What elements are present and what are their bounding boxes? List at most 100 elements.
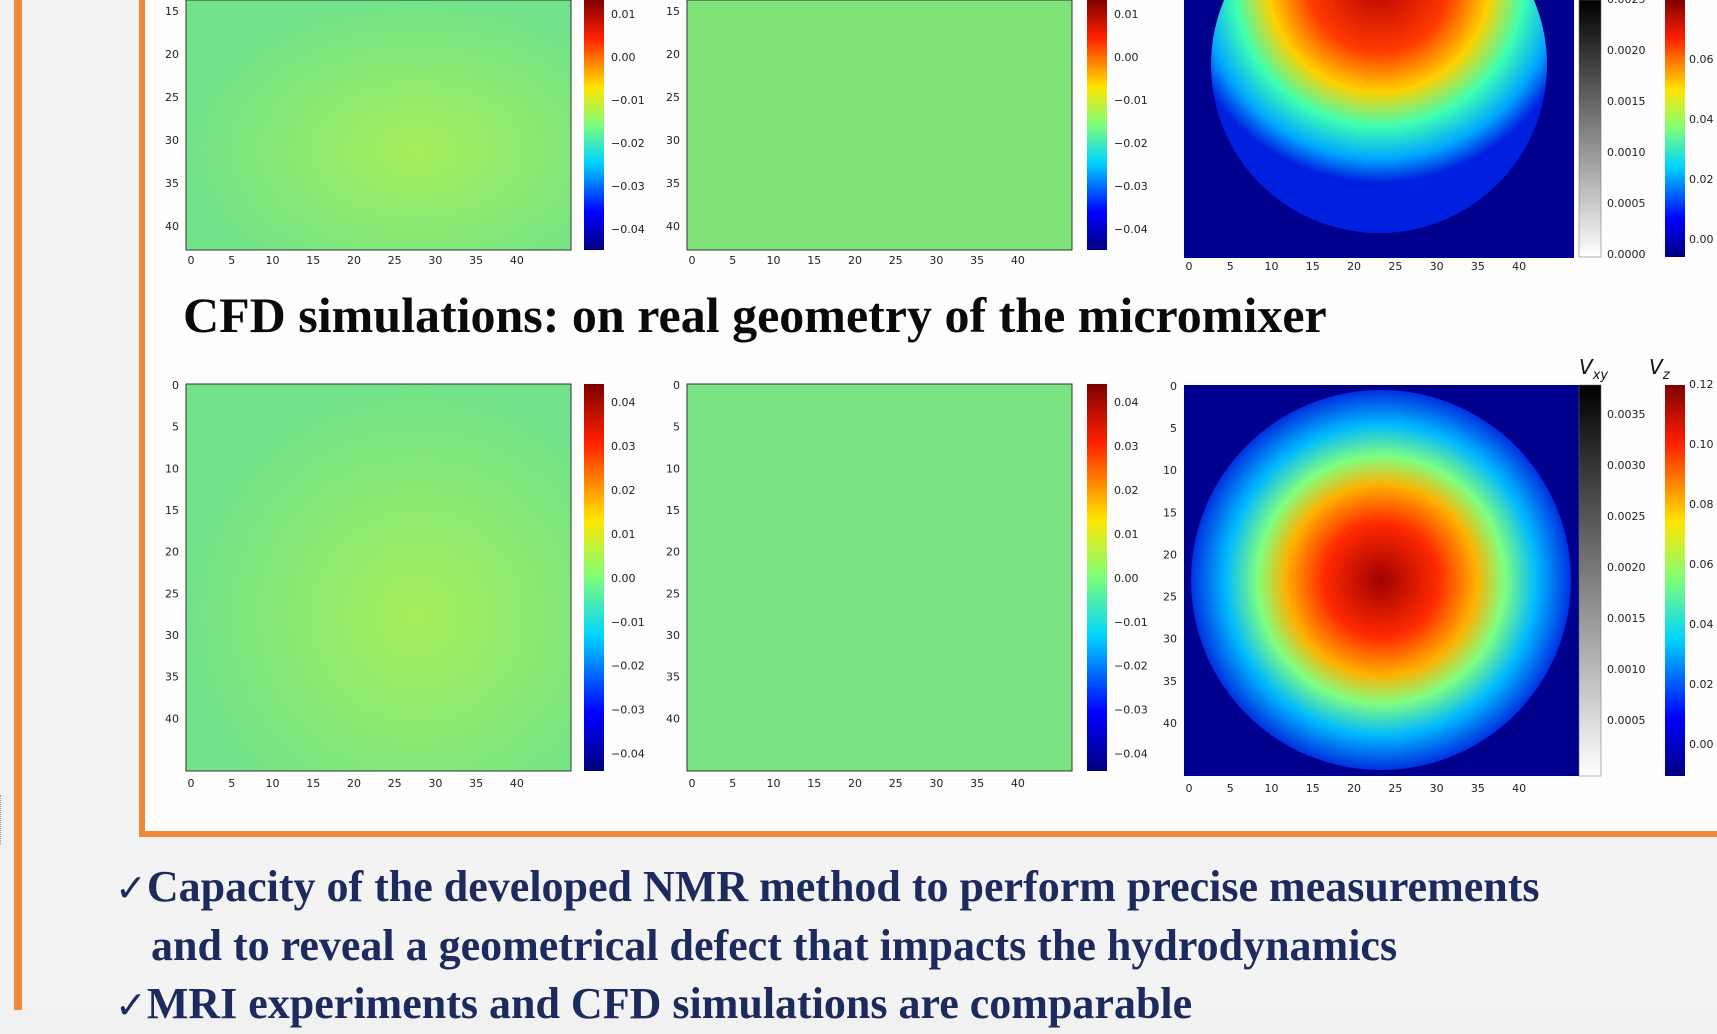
x-tick-label: 5 (729, 777, 736, 790)
colorbar-tick-label: 0.0025 (1607, 510, 1646, 523)
x-tick-label: 15 (807, 254, 821, 267)
label-vxy: Vxy (1579, 355, 1608, 383)
colorbar-tick-label: −0.02 (611, 660, 645, 673)
y-tick-label: 40 (1163, 717, 1177, 730)
y-tick-label: 40 (165, 220, 179, 233)
y-tick-label: 20 (666, 48, 680, 61)
heatmap-bottom-middle (686, 383, 1073, 772)
axis-ticks: 0 5 10 15 20 25 30 35 40 0 5 10 15 20 25 30 35 40 0 5 10 15 20… (165, 0, 1714, 795)
colorbar-tick-label: −0.03 (611, 704, 645, 717)
y-tick-label: 25 (1163, 591, 1177, 604)
colorbar-bottom-left (584, 384, 604, 771)
y-tick-label: 20 (1163, 548, 1177, 561)
velocity-blob-bottom (1191, 390, 1571, 770)
colorbar-tick-label: 0.0005 (1607, 714, 1646, 727)
y-tick-label: 30 (165, 134, 179, 147)
colorbar-tick-label: 0.06 (1689, 53, 1714, 66)
x-tick-label: 15 (1306, 782, 1320, 795)
x-tick-label: 10 (1265, 782, 1279, 795)
colorbar-tick-label: 0.0030 (1607, 459, 1646, 472)
colorbar-tick-label: 0.00 (1114, 572, 1139, 585)
x-tick-label: 15 (306, 777, 320, 790)
x-tick-label: 20 (347, 777, 361, 790)
x-tick-label: 0 (689, 777, 696, 790)
colorbar-tick-label: 0.06 (1689, 558, 1714, 571)
colorbar-tick-label: 0.02 (1114, 484, 1139, 497)
colorbar-tick-label: 0.12 (1689, 378, 1714, 391)
heatmap-top-left (185, 0, 572, 251)
colorbar-tick-label: 0.00 (1114, 51, 1139, 64)
colorbar-tick-label: 0.04 (611, 396, 636, 409)
x-tick-label: 25 (889, 777, 903, 790)
x-tick-label: 25 (388, 777, 402, 790)
y-tick-label: 30 (165, 629, 179, 642)
colorbar-tick-label: 0.04 (1689, 113, 1714, 126)
conclusion-text-continued: and to reveal a geometrical defect that … (151, 921, 1398, 970)
y-tick-label: 15 (666, 5, 680, 18)
conclusion-text: MRI experiments and CFD simulations are … (146, 979, 1193, 1028)
y-tick-label: 25 (165, 91, 179, 104)
colorbar-tick-label: 0.0015 (1607, 612, 1646, 625)
colorbar-tick-label: 0.01 (611, 528, 636, 541)
y-tick-label: 25 (666, 587, 680, 600)
y-tick-label: 35 (666, 177, 680, 190)
velocity-blob-top (1211, 0, 1547, 233)
colorbar-top-middle (1087, 0, 1107, 250)
y-tick-label: 30 (666, 629, 680, 642)
y-tick-label: 20 (666, 546, 680, 559)
x-tick-label: 35 (1471, 782, 1485, 795)
colorbar-tick-label: 0.0000 (1607, 248, 1646, 261)
colorbar-tick-label: −0.01 (611, 94, 645, 107)
colorbar-tick-label: −0.03 (611, 180, 645, 193)
x-tick-label: 5 (228, 777, 235, 790)
figure-plots: Vxy Vz 051015202530354005101520253035400… (165, 0, 1714, 795)
colorbar-vz-bottom (1665, 385, 1685, 776)
x-tick-label: 40 (1011, 777, 1025, 790)
x-tick-label: 20 (848, 254, 862, 267)
x-tick-label: 25 (889, 254, 903, 267)
colorbar-vxy-bottom (1578, 384, 1602, 777)
colorbar-tick-label: 0.00 (1689, 233, 1714, 246)
x-tick-label: 25 (388, 254, 402, 267)
x-tick-label: 5 (729, 254, 736, 267)
colorbar-tick-label: 0.0020 (1607, 561, 1646, 574)
x-tick-label: 35 (970, 777, 984, 790)
x-tick-label: 20 (1347, 260, 1361, 273)
colorbar-tick-label: −0.03 (1114, 704, 1148, 717)
y-tick-label: 35 (165, 671, 179, 684)
colorbar-tick-label: −0.04 (611, 223, 645, 236)
checkmark-icon: ✓ (115, 983, 147, 1027)
colorbar-tick-label: 0.10 (1689, 438, 1714, 451)
y-tick-label: 35 (666, 671, 680, 684)
colorbar-tick-label: 0.04 (1689, 618, 1714, 631)
x-tick-label: 15 (1306, 260, 1320, 273)
heatmap-top-middle (686, 0, 1073, 251)
colorbar-tick-label: 0.0035 (1607, 408, 1646, 421)
colorbar-tick-label: −0.02 (611, 137, 645, 150)
y-tick-label: 0 (172, 379, 179, 392)
x-tick-label: 40 (510, 254, 524, 267)
x-tick-label: 0 (1186, 260, 1193, 273)
colorbar-tick-label: 0.03 (1114, 440, 1139, 453)
x-tick-label: 20 (848, 777, 862, 790)
colorbar-tick-label: 0.0005 (1607, 197, 1646, 210)
colorbar-tick-label: −0.02 (1114, 137, 1148, 150)
colorbar-tick-label: 0.0015 (1607, 95, 1646, 108)
colorbar-tick-label: 0.0025 (1607, 0, 1646, 6)
colorbar-tick-label: 0.0010 (1607, 146, 1646, 159)
colorbar-tick-label: 0.01 (611, 8, 636, 21)
x-tick-label: 0 (188, 254, 195, 267)
colorbar-tick-label: 0.02 (1689, 173, 1714, 186)
colorbar-bottom-middle (1087, 384, 1107, 771)
y-tick-label: 15 (666, 504, 680, 517)
conclusions-list: ✓Capacity of the developed NMR method to… (115, 858, 1540, 1034)
y-tick-label: 0 (1170, 380, 1177, 393)
colorbar-tick-label: −0.04 (1114, 748, 1148, 761)
y-tick-label: 5 (1170, 422, 1177, 435)
x-tick-label: 20 (347, 254, 361, 267)
y-tick-label: 40 (666, 712, 680, 725)
colorbar-tick-label: 0.00 (611, 572, 636, 585)
x-tick-label: 0 (188, 777, 195, 790)
x-tick-label: 10 (265, 254, 279, 267)
x-tick-label: 30 (1430, 260, 1444, 273)
